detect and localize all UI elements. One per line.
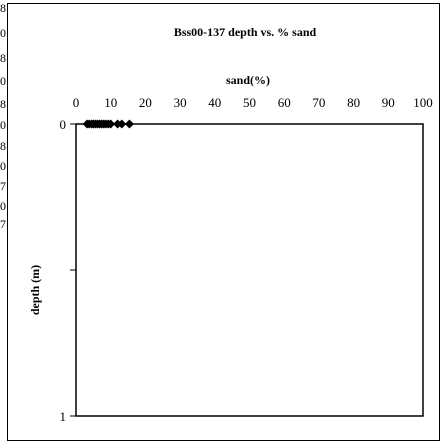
- x-tick-label: 60: [278, 95, 291, 110]
- plot-area: [75, 123, 424, 417]
- x-tick-label: 40: [208, 95, 221, 110]
- x-tick-label: 90: [382, 95, 395, 110]
- x-tick-label: 20: [139, 95, 152, 110]
- y-tick-label: 0: [60, 117, 67, 132]
- data-point: [124, 119, 134, 129]
- left-edge-char: 8: [0, 139, 6, 153]
- x-tick-label: 10: [104, 95, 117, 110]
- left-edge-char: 0: [0, 26, 6, 40]
- left-edge-char: 7: [0, 179, 6, 193]
- left-edge-char: 0: [0, 118, 6, 132]
- data-points: [82, 119, 134, 129]
- x-tick-label: 0: [73, 95, 80, 110]
- x-tick-label: 100: [413, 95, 433, 110]
- x-tick-label: 30: [174, 95, 187, 110]
- x-axis-label: sand(%): [226, 73, 270, 87]
- y-axis-ticks: 01: [60, 117, 76, 424]
- x-tick-label: 80: [347, 95, 360, 110]
- left-edge-char: 8: [0, 51, 6, 65]
- data-point: [117, 119, 127, 129]
- left-edge-char: 0: [0, 199, 6, 213]
- x-tick-label: 70: [312, 95, 325, 110]
- chart-frame: [7, 3, 440, 441]
- left-edge-char: 7: [0, 217, 6, 231]
- x-tick-label: 50: [243, 95, 256, 110]
- left-edge-char: 8: [0, 97, 6, 111]
- left-edge-char: 8: [0, 1, 6, 15]
- left-edge-char: 0: [0, 159, 6, 173]
- data-point: [106, 119, 116, 129]
- x-axis-ticks: 0 10 20 30 40 50 60 70 80 90 100: [73, 95, 433, 110]
- chart-title: Bss00-137 depth vs. % sand: [174, 25, 317, 39]
- y-axis-label: depth (m): [28, 265, 42, 315]
- y-tick-label: 1: [60, 409, 67, 424]
- left-edge-char: 0: [0, 74, 6, 88]
